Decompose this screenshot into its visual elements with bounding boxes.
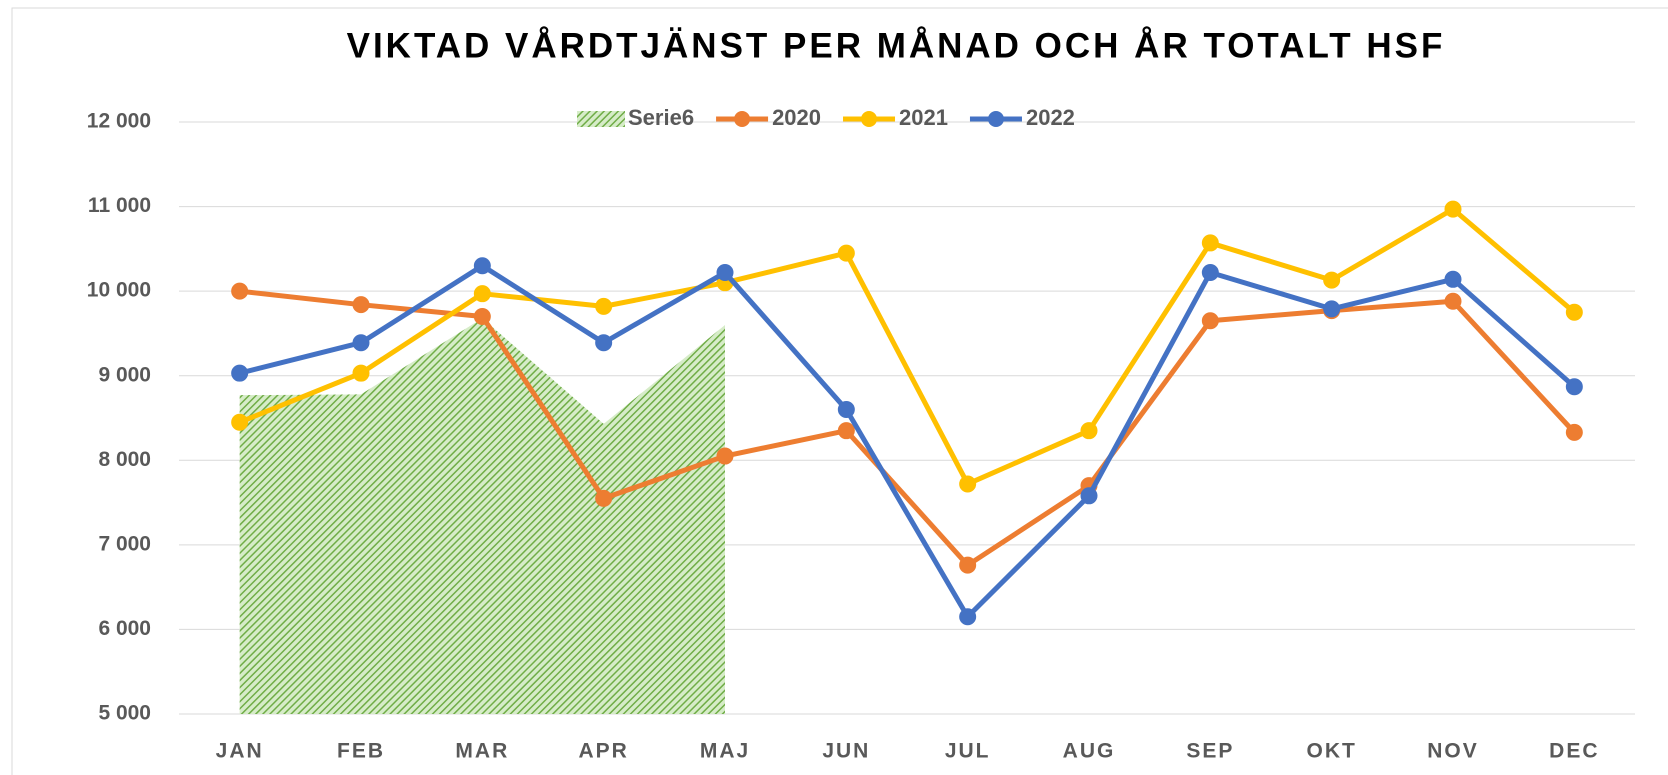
x-tick-label: DEC: [1549, 740, 1599, 763]
marker: [837, 244, 855, 262]
y-tick-label: 12 000: [87, 110, 151, 133]
legend-label: 2022: [1026, 105, 1075, 130]
y-tick-label: 5 000: [98, 702, 151, 725]
line: [239, 288, 1577, 568]
legend-label: 2021: [899, 105, 948, 130]
line: [239, 263, 1576, 620]
marker: [959, 475, 977, 493]
plot: [231, 200, 1583, 714]
marker: [837, 401, 855, 419]
legend-swatch: [734, 111, 751, 127]
marker: [473, 257, 491, 275]
marker: [352, 296, 370, 314]
x-tick-label: JUN: [822, 740, 870, 763]
marker: [837, 422, 855, 440]
legend: Serie6 2020 2021 2022: [577, 105, 1075, 130]
marker: [231, 282, 249, 300]
marker: [352, 364, 370, 382]
marker: [1201, 264, 1219, 282]
marker: [1444, 200, 1462, 218]
x-tick-label: MAJ: [700, 740, 750, 763]
marker: [716, 264, 734, 282]
marker: [231, 364, 249, 382]
marker: [1565, 378, 1583, 396]
marker: [231, 413, 249, 431]
marker: [473, 285, 491, 303]
x-tick-label: MAR: [455, 740, 509, 763]
x-tick-label: FEB: [337, 740, 385, 763]
x-tick-label: APR: [578, 740, 628, 763]
legend-swatch: [987, 111, 1004, 127]
legend-swatch: [577, 111, 625, 127]
marker: [595, 297, 613, 315]
line: [238, 206, 1576, 487]
legend-swatch: [861, 111, 878, 127]
x-tick-label: NOV: [1427, 740, 1479, 763]
x-tick-label: SEP: [1186, 740, 1234, 763]
marker: [1565, 423, 1583, 441]
marker: [1080, 487, 1098, 505]
y-tick-label: 8 000: [98, 448, 151, 471]
y-tick-label: 6 000: [98, 617, 151, 640]
legend-label: Serie6: [628, 105, 694, 130]
marker: [1444, 270, 1462, 288]
marker: [595, 489, 613, 507]
marker: [959, 608, 977, 626]
x-tick-label: AUG: [1063, 740, 1116, 763]
chart-title: VIKTAD VÅRDTJÄNST PER MÅNAD OCH ÅR TOTAL…: [347, 25, 1446, 65]
marker: [352, 334, 370, 352]
y-tick-label: 9 000: [98, 363, 151, 386]
marker: [1323, 300, 1341, 318]
x-tick-label: JUL: [945, 740, 991, 763]
marker: [959, 556, 977, 574]
marker: [1080, 422, 1098, 440]
marker: [1444, 292, 1462, 310]
marker: [716, 447, 734, 465]
area: [239, 318, 725, 714]
marker: [1323, 271, 1341, 289]
marker: [1565, 303, 1583, 321]
marker: [473, 308, 491, 326]
marker: [595, 334, 613, 352]
x-tick-label: JAN: [216, 740, 264, 763]
y-tick-label: 10 000: [87, 279, 151, 302]
marker: [1201, 234, 1219, 252]
marker: [1201, 312, 1219, 330]
x-tick-label: OKT: [1307, 740, 1357, 763]
legend-label: 2020: [772, 105, 821, 130]
y-tick-label: 7 000: [98, 532, 151, 555]
y-tick-label: 11 000: [88, 194, 151, 217]
